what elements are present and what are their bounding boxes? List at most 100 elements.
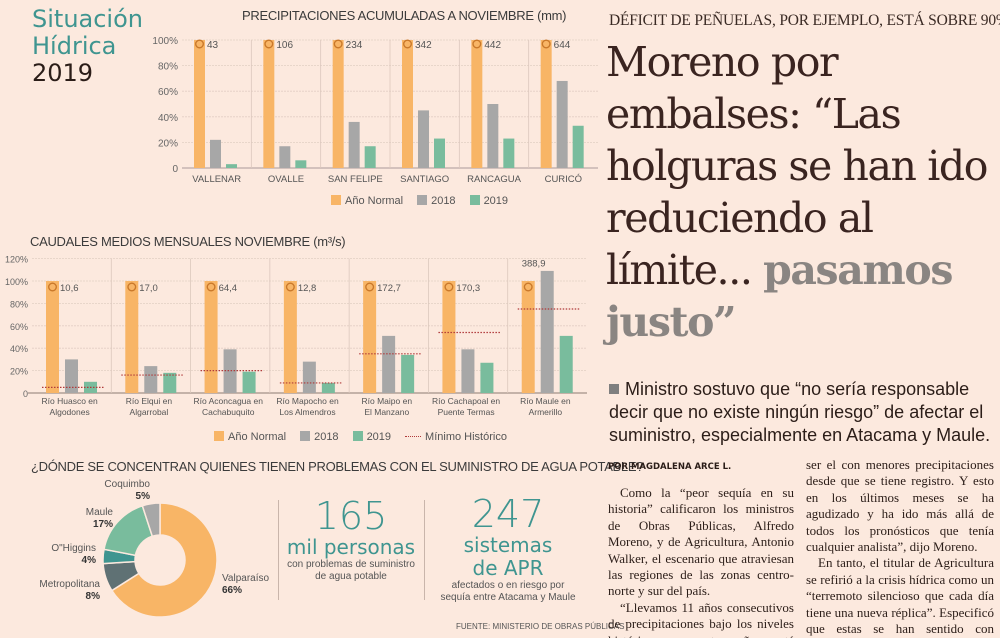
stat-apr-unit-2: de APR [472, 556, 544, 580]
bar-2018 [461, 349, 475, 393]
divider [424, 500, 425, 600]
normal-value-label: 64,4 [219, 283, 238, 294]
bar-año-normal [332, 40, 344, 168]
paragraph: En tanto, el titular de Agricultura se r… [806, 555, 994, 638]
legend-label: 2018 [431, 195, 456, 207]
precip-chart-title: PRECIPITACIONES ACUMULADAS A NOVIEMBRE (… [242, 8, 567, 23]
normal-value-label: 43 [207, 40, 219, 51]
summary-text: Ministro sostuvo que “no sería responsab… [609, 379, 991, 445]
y-tick-label: 100% [5, 277, 28, 287]
x-tick-label: VALLENAR [192, 174, 241, 185]
slice-label: O"Higgins [51, 543, 96, 554]
precip-legend: Año Normal 2018 2019 [331, 194, 522, 208]
bar-2018 [302, 361, 316, 393]
bar-2019 [434, 138, 445, 168]
bar-año-normal [402, 40, 413, 168]
x-tick-label: Río Maipo en [362, 396, 413, 406]
x-tick-label: Río Huasco en [42, 396, 98, 406]
caudales-legend: Año Normal 2018 2019 Mínimo Histórico [214, 430, 521, 444]
y-tick-label: 60% [158, 87, 178, 98]
legend-swatch-2018 [300, 431, 311, 441]
bullet-square-icon [609, 384, 619, 394]
paragraph: Como la “peor sequía en su historia” cal… [608, 485, 794, 599]
bar-2019 [401, 354, 415, 393]
legend-min: Mínimo Histórico [405, 430, 507, 444]
normal-value-label: 17,0 [139, 283, 158, 294]
slice-value: 5% [136, 491, 151, 502]
legend-label: Año Normal [345, 195, 404, 207]
bar-año-normal [46, 281, 59, 393]
x-tick-label: Algodones [50, 407, 90, 417]
bar-2018 [144, 366, 158, 393]
normal-marker-icon [48, 282, 58, 292]
y-tick-label: 20% [10, 367, 28, 377]
stat-people-desc-2: de agua potable [315, 571, 387, 582]
bar-año-normal [194, 40, 205, 168]
normal-value-label: 10,6 [60, 283, 79, 294]
normal-marker-icon [264, 39, 274, 49]
legend-label: 2019 [366, 431, 392, 443]
x-tick-label: Cachabuquito [202, 407, 255, 417]
y-tick-label: 0 [172, 164, 178, 175]
bar-2018 [487, 104, 499, 168]
headline-main: Moreno por embalses: “Las holguras se ha… [606, 38, 988, 294]
article-column-2: ser el con menores precipitaciones desde… [806, 457, 994, 638]
x-tick-label: OVALLE [268, 174, 304, 185]
legend-normal: Año Normal [214, 430, 286, 444]
bar-2019 [480, 362, 494, 393]
x-tick-label: Río Cachapoal en [432, 396, 500, 406]
legend-2019: 2019 [469, 194, 508, 208]
bar-año-normal [442, 281, 456, 393]
legend-2018: 2018 [300, 430, 339, 444]
bar-2018 [418, 110, 429, 168]
x-tick-label: SANTIAGO [400, 174, 449, 185]
x-tick-label: Algarrobal [130, 407, 169, 417]
normal-marker-icon [285, 282, 295, 292]
article-summary: Ministro sostuvo que “no sería responsab… [609, 378, 994, 447]
divider [278, 500, 279, 600]
x-tick-label: RANCAGUA [467, 174, 522, 185]
bar-2018 [279, 146, 291, 168]
stat-apr-desc-1: afectados o en riesgo por [451, 580, 565, 591]
normal-value-label: 442 [484, 40, 501, 51]
donut-slice-valparaso [110, 502, 218, 618]
y-tick-label: 120% [5, 255, 28, 265]
donut-chart-title: ¿DÓNDE SE CONCENTRAN QUIENES TIENEN PROB… [31, 459, 644, 474]
bar-2019 [572, 125, 584, 168]
bar-2019 [163, 372, 177, 393]
slice-value: 17% [93, 519, 113, 530]
legend-normal: Año Normal [331, 194, 403, 208]
article-column-1: Como la “peor sequía en su historia” cal… [608, 485, 794, 638]
legend-label: Mínimo Histórico [425, 431, 507, 443]
stat-apr: 247 sistemas de APR afectados o en riesg… [428, 494, 588, 604]
legend-2019: 2019 [352, 430, 392, 444]
legend-swatch-normal [214, 431, 224, 441]
bar-año-normal [263, 40, 275, 168]
stat-apr-desc-2: sequía entre Atacama y Maule [440, 592, 576, 603]
bar-2018 [65, 359, 78, 393]
normal-value-label: 644 [554, 40, 571, 51]
stat-people-desc-1: con problemas de suministro [287, 559, 415, 570]
y-tick-label: 60% [10, 322, 28, 332]
y-tick-label: 0 [23, 389, 28, 399]
bar-2018 [382, 335, 396, 393]
paragraph: “Llevamos 11 años consecutivos de precip… [608, 599, 794, 638]
normal-marker-icon [206, 282, 216, 292]
stat-apr-number: 247 [471, 492, 545, 536]
slice-label: Metropolitana [39, 579, 100, 590]
legend-dash-min [405, 436, 422, 437]
x-tick-label: Río Elqui en [126, 396, 173, 406]
slice-label: Valparaíso [222, 573, 270, 584]
paragraph: ser el con menores precipitaciones desde… [806, 457, 994, 555]
brand-line-2: Hídrica [32, 32, 117, 60]
stat-people-unit: mil personas [286, 535, 416, 559]
bar-2019 [295, 160, 307, 168]
brand-line-1: Situación [32, 5, 143, 33]
precip-chart: 0 20% 40% 60% 80% 100% 43 VALLENAR 106 OVALLE 234 S… [152, 36, 598, 185]
normal-value-label: 342 [415, 40, 432, 51]
x-tick-label: Río Maule en [520, 396, 571, 406]
normal-marker-icon [541, 39, 551, 49]
normal-marker-icon [523, 282, 533, 292]
legend-swatch-2019 [469, 195, 480, 205]
